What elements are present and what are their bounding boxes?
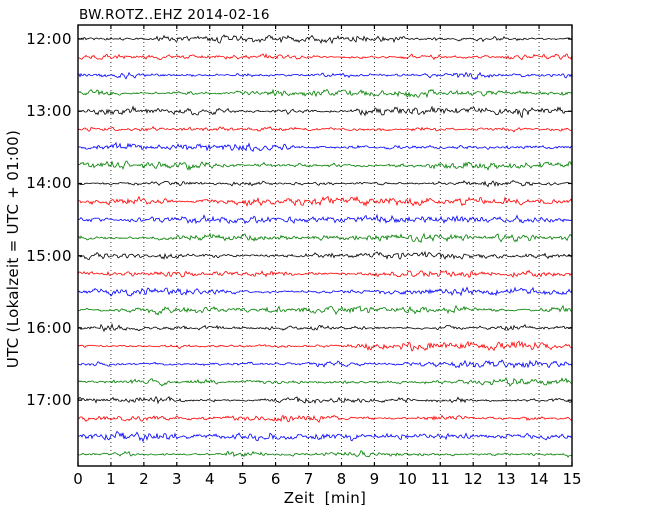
x-tick-label-13: 13 [496,470,516,488]
trace-13-30 [77,141,573,153]
x-axis-label: Zeit [min] [283,489,367,507]
trace-16-30 [78,359,573,369]
y-tick-label-16-00: 16:00 [26,318,72,337]
trace-13-00 [77,105,573,119]
x-tick-label-7: 7 [303,470,314,488]
x-tick-label-0: 0 [73,470,83,488]
trace-14-45 [77,232,573,244]
trace-13-15 [77,125,573,133]
trace-14-15 [77,195,573,208]
x-tick-label-12: 12 [463,470,483,488]
trace-16-45 [77,376,573,387]
trace-14-30 [77,213,573,225]
trace-17-15 [77,414,573,423]
x-tick-label-5: 5 [237,470,248,488]
x-tick-label-2: 2 [139,470,149,488]
trace-13-45 [77,160,573,171]
chart-title: BW.ROTZ..EHZ 2014-02-16 [79,7,270,23]
trace-17-00 [77,396,573,405]
y-tick-label-13-00: 13:00 [26,102,72,121]
y-tick-label-15-00: 15:00 [26,246,72,265]
trace-17-45 [77,450,573,458]
trace-16-00 [77,322,573,333]
trace-17-30 [77,430,573,443]
trace-14-00 [77,179,573,188]
y-tick-label-12-00: 12:00 [26,30,72,48]
x-tick-label-11: 11 [430,470,450,488]
x-tick-label-9: 9 [369,470,380,488]
x-tick-label-14: 14 [529,470,549,488]
x-tick-label-4: 4 [204,470,215,488]
y-tick-label-17-00: 17:00 [26,391,72,410]
x-tick-label-6: 6 [270,470,281,488]
trace-15-15 [77,269,573,278]
trace-15-45 [77,304,573,316]
x-tick-label-3: 3 [172,470,182,488]
trace-12-30 [77,71,573,81]
x-tick-label-1: 1 [106,470,116,488]
trace-16-15 [77,340,573,352]
trace-12-45 [77,88,573,99]
x-tick-label-8: 8 [336,470,347,488]
x-tick-label-15: 15 [562,470,582,488]
x-tick-label-10: 10 [397,470,417,488]
trace-12-15 [77,53,573,61]
trace-15-30 [77,286,573,297]
y-tick-label-14-00: 14:00 [26,174,72,193]
trace-12-00 [77,34,573,45]
trace-15-00 [77,250,573,261]
